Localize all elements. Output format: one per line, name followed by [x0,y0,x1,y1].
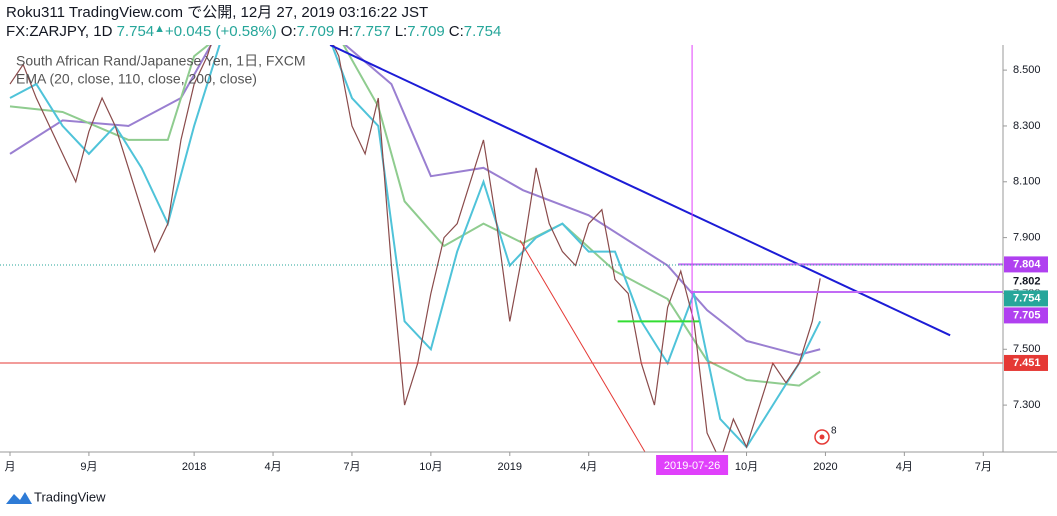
drawing-line [519,240,646,452]
series-line [9,45,821,356]
last: 7.754 [117,23,155,40]
ohlc-value: 7.757 [353,23,391,40]
marker-icon [814,429,830,445]
crosshair-label: 2019-07-26 [664,460,720,472]
price-label: 7.802 [1013,275,1041,287]
legend-ema: EMA (20, close, 110, close, 200, close) [16,71,257,87]
x-tick-label: 10月 [419,461,442,473]
price-label: 7.451 [1013,357,1041,369]
ohlc-value: 7.709 [407,23,445,40]
marker-dot [819,434,825,440]
price-label: 7.705 [1013,309,1041,321]
price-label: 7.804 [1013,258,1041,270]
price-label-bg [1004,354,1048,371]
footer: TradingView [34,489,106,504]
header-title: Roku311 TradingView.com で公開, 12月 27, 201… [6,4,428,21]
x-tick-label: 2020 [813,461,837,473]
ohlc-label: O: [281,23,297,40]
x-tick-label: 10月 [735,461,758,473]
marker-count: 8 [831,426,837,437]
drawing-line [329,45,951,337]
y-tick-label: 7.500 [1013,343,1041,355]
price-label-bg [1004,290,1048,307]
y-tick-label: 8.300 [1013,120,1041,132]
x-tick-label: 7月 [975,461,992,473]
x-tick-label: 2019 [498,461,522,473]
arrow: ▲ [154,23,165,35]
change: +0.045 (+0.58%) [165,23,277,40]
x-tick-label: 4月 [896,461,913,473]
price-label: 7.754 [1013,292,1041,304]
price-label-bg [1004,256,1048,273]
ohlc-value: 7.709 [297,23,335,40]
x-tick-label: 2018 [182,461,206,473]
x-tick-label: 4月 [580,461,597,473]
series-line [9,45,821,452]
plot [0,45,1003,452]
y-tick-label: 8.100 [1013,176,1041,188]
ohlc-label: C: [449,23,464,40]
legend-symbol: South African Rand/Japanese Yen, 1日, FXC… [16,53,306,69]
x-tick-label: 月 [4,461,15,473]
x-tick-label: 9月 [80,461,97,473]
ohlc-value: 7.754 [464,23,502,40]
ohlc-label: L: [395,23,408,40]
y-tick-label: 7.300 [1013,399,1041,411]
y-tick-label: 7.900 [1013,232,1041,244]
symbol: FX:ZARJPY, 1D [6,23,113,40]
header-quote: FX:ZARJPY, 1D 7.754▲+0.045 (+0.58%) O:7.7… [6,23,501,40]
price-label-bg [1004,273,1048,290]
logo [6,492,32,504]
x-tick-label: 7月 [343,461,360,473]
x-tick-label: 4月 [264,461,281,473]
ohlc-label: H: [338,23,353,40]
y-tick-label: 8.500 [1013,64,1041,76]
price-label-bg [1004,307,1048,324]
crosshair-label-bg [656,455,729,475]
